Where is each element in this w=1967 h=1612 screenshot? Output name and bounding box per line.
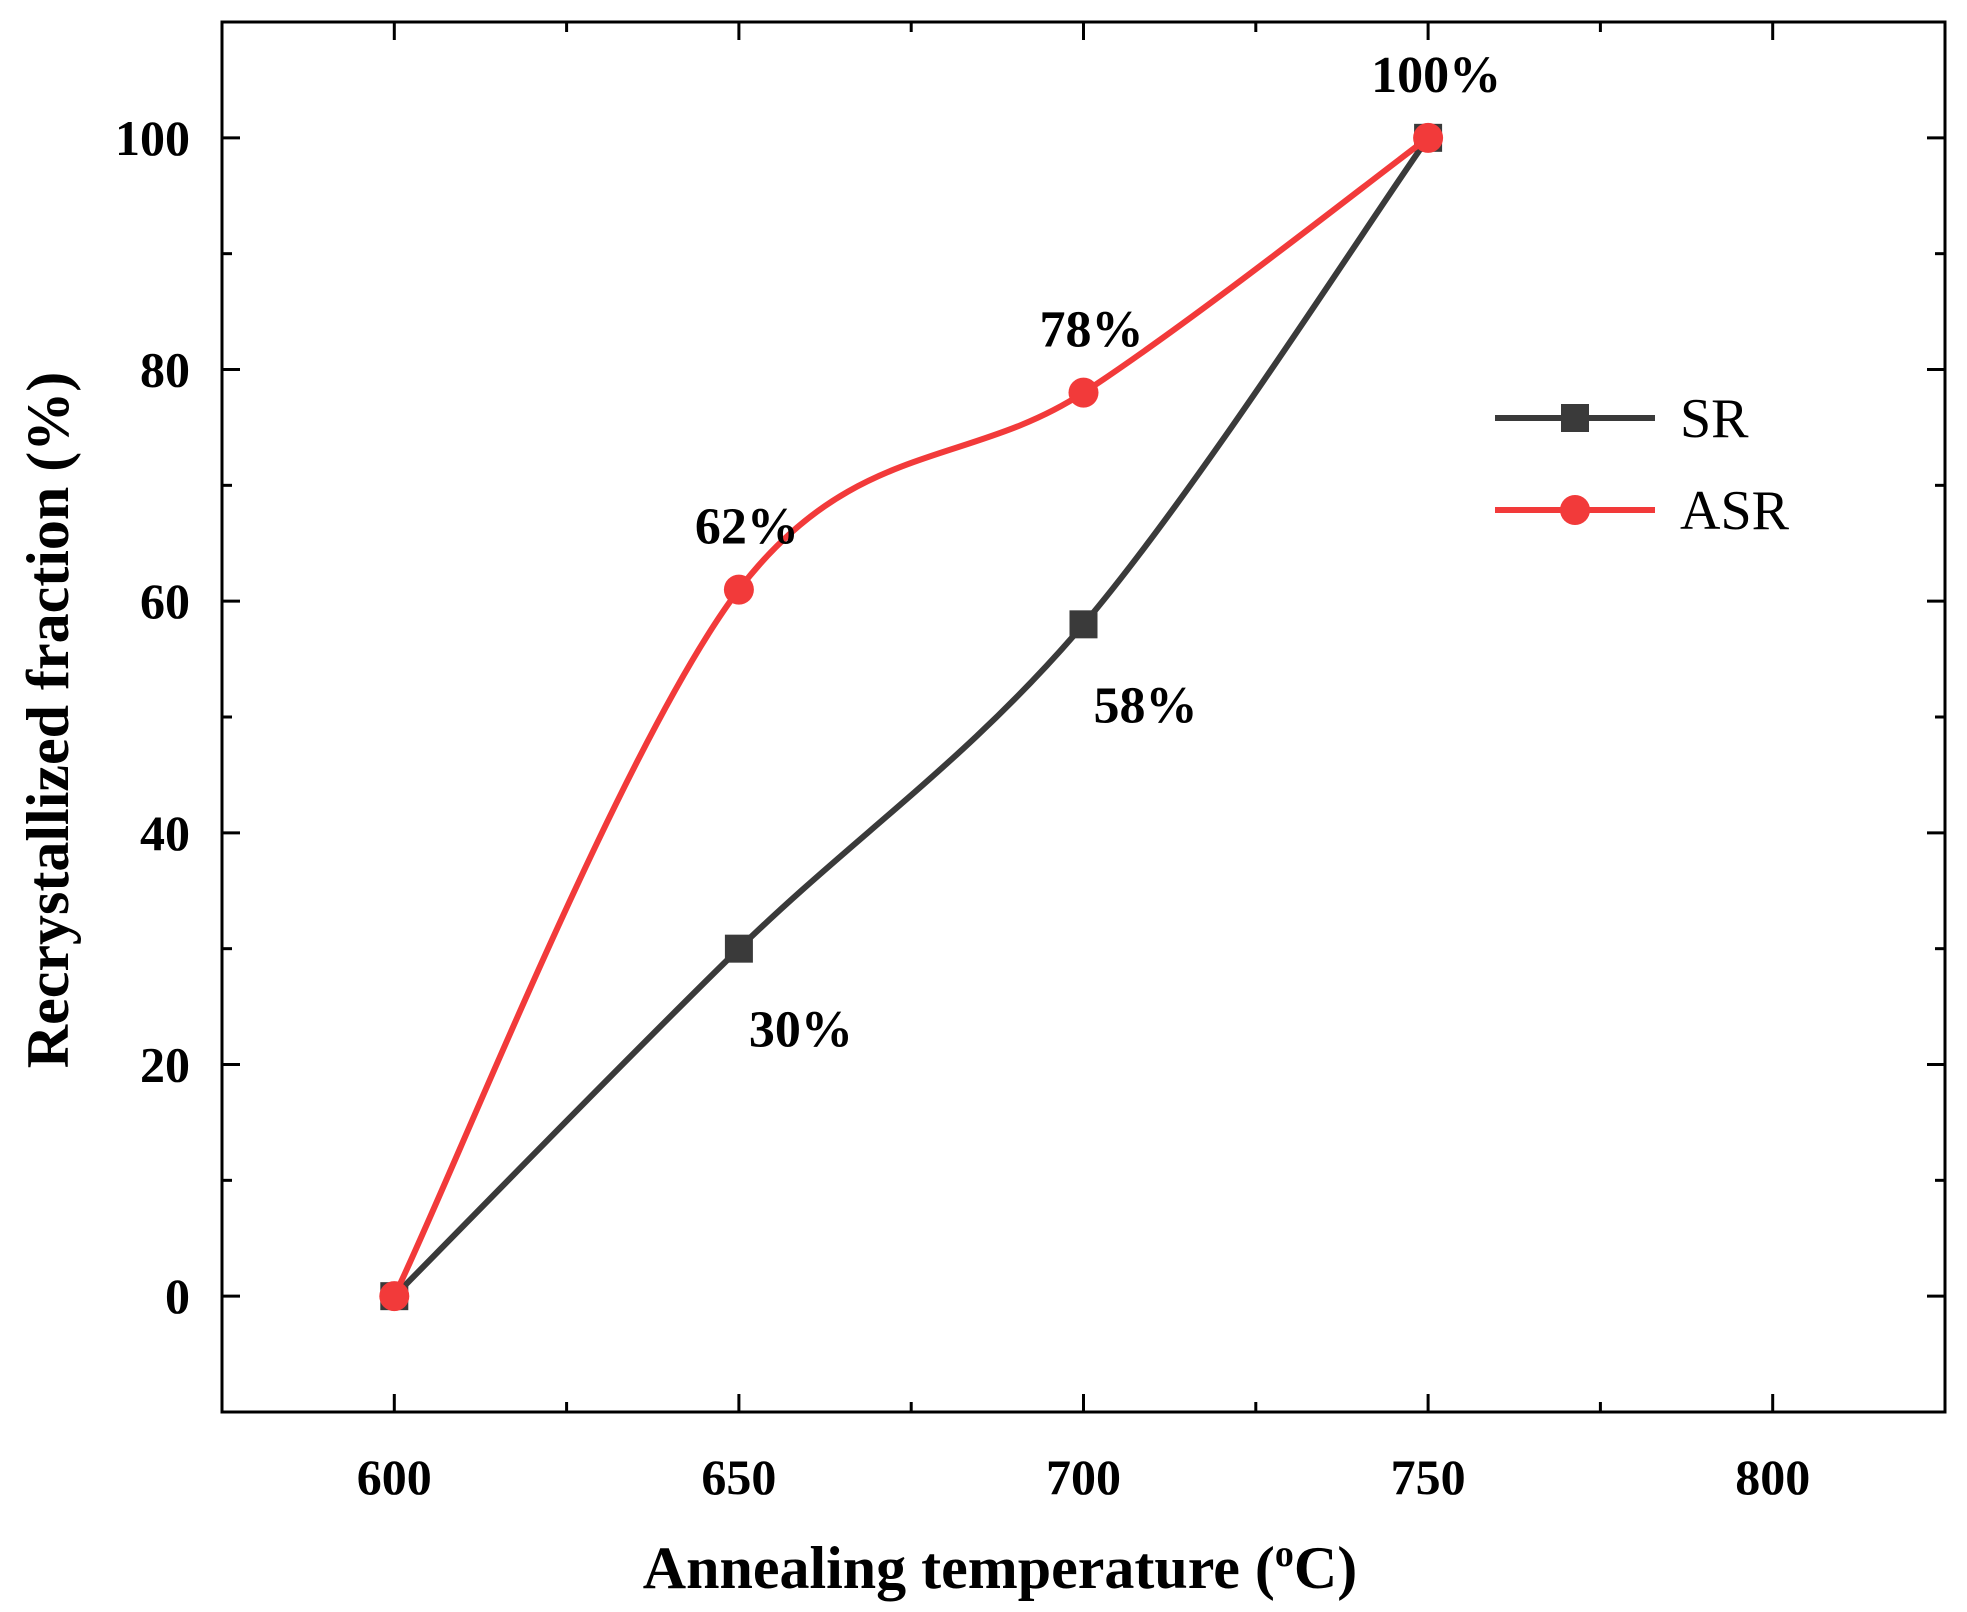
series-sr-marker [724, 934, 753, 963]
y-tick-label: 60 [140, 573, 190, 629]
data-label-asr: 100% [1371, 47, 1501, 104]
axes: 600 650 700 750 800 0 20 40 60 80 100 [115, 20, 1947, 1505]
legend-asr-label: ASR [1680, 480, 1790, 542]
x-tick-label: 600 [357, 1449, 432, 1505]
data-labels: 30% 58% 62% 78% 100% [695, 47, 1501, 1059]
x-axis-title-superscript: o [1275, 1533, 1294, 1575]
legend-item-asr: ASR [1495, 480, 1790, 542]
series-asr-marker [379, 1281, 410, 1312]
y-tick-label: 80 [140, 342, 190, 398]
legend-asr-marker [1560, 495, 1590, 525]
legend: SR ASR [1495, 388, 1790, 542]
y-tick-label: 100 [115, 110, 190, 166]
series-asr-marker [723, 574, 754, 605]
legend-sr-marker [1561, 404, 1589, 432]
data-label-sr: 30% [749, 1002, 853, 1059]
x-axis-title-unit: C) [1294, 1535, 1357, 1601]
y-tick-label: 20 [140, 1037, 190, 1093]
series-asr-marker [1068, 377, 1099, 408]
data-label-asr: 78% [1040, 302, 1144, 359]
x-tick-label: 700 [1046, 1449, 1121, 1505]
x-axis-title-text: Annealing temperature ( [643, 1535, 1275, 1601]
x-tick-label: 650 [701, 1449, 776, 1505]
legend-item-sr: SR [1495, 388, 1749, 450]
series-asr-marker [1413, 122, 1444, 153]
y-tick-label: 40 [140, 805, 190, 861]
series-sr-line [392, 136, 1431, 1299]
legend-sr-label: SR [1680, 388, 1749, 450]
x-tick-label: 750 [1391, 1449, 1466, 1505]
y-axis-title: Recrystallized fraction (%) [15, 372, 81, 1068]
series-asr [379, 122, 1444, 1312]
series-sr-marker [1069, 610, 1098, 639]
plot-area [379, 122, 1444, 1312]
data-label-asr: 62% [695, 499, 799, 556]
axis-titles: Annealing temperature (oC) Recrystallize… [15, 372, 1357, 1601]
x-tick-label: 800 [1735, 1449, 1810, 1505]
y-tick-label: 0 [165, 1268, 190, 1324]
data-label-sr: 58% [1094, 677, 1198, 734]
series-asr-line [391, 135, 1430, 1298]
x-axis-title: Annealing temperature (oC) [643, 1533, 1357, 1601]
